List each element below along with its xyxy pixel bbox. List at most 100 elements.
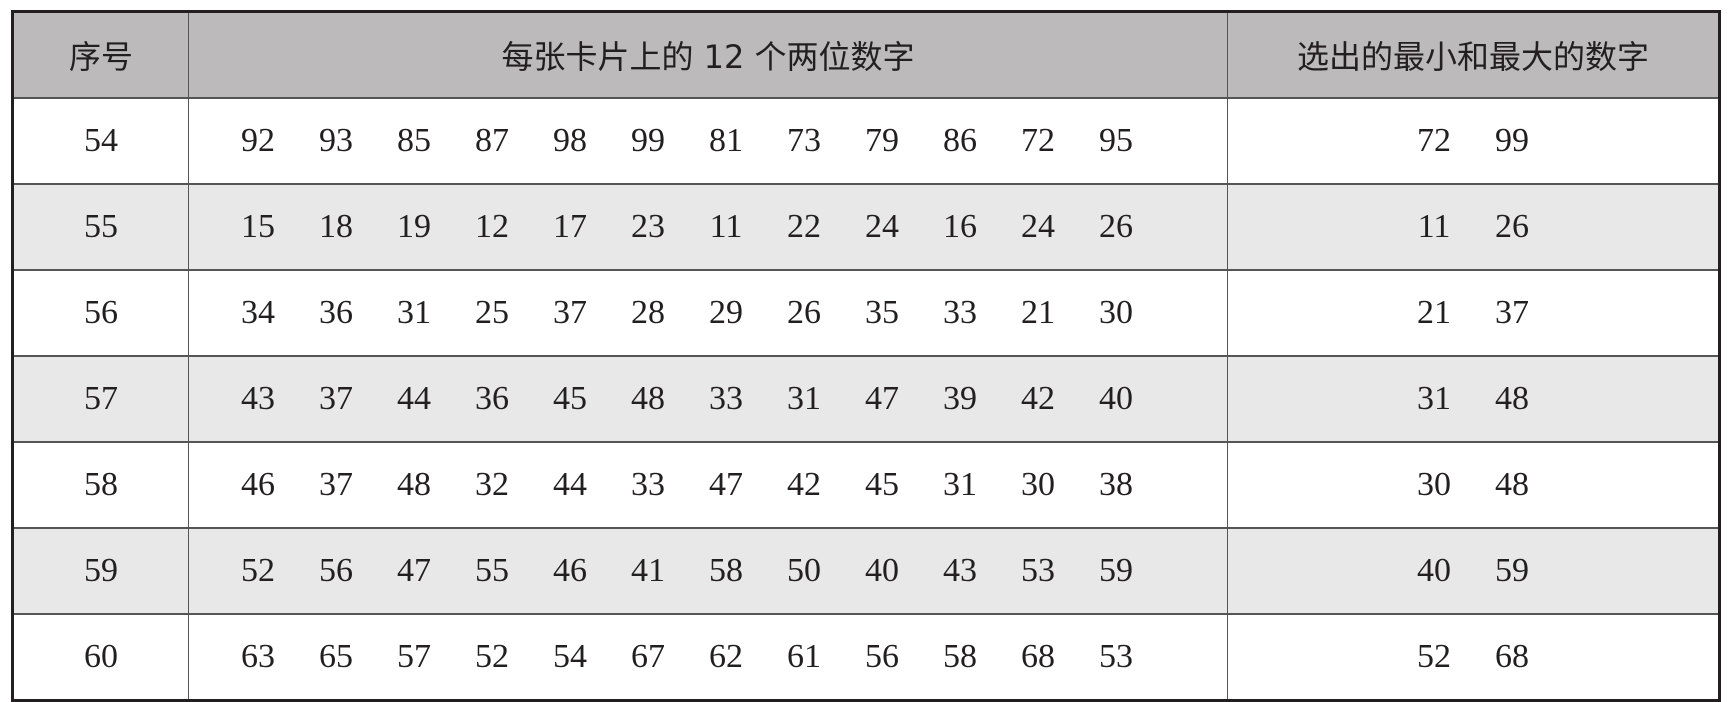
card-number: 44 — [553, 466, 587, 503]
card-number: 45 — [865, 466, 899, 503]
card-number: 33 — [709, 380, 743, 417]
min-number: 52 — [1417, 638, 1451, 675]
card-number: 37 — [319, 380, 353, 417]
header-row: 序号 每张卡片上的 12 个两位数字 选出的最小和最大的数字 — [11, 10, 1721, 99]
card-number: 29 — [709, 294, 743, 331]
card-number: 40 — [1099, 380, 1133, 417]
card-number: 47 — [397, 552, 431, 589]
card-number: 32 — [475, 466, 509, 503]
card-number: 63 — [241, 638, 275, 675]
card-numbers: 34 36 31 25 37 28 29 26 35 33 21 30 — [188, 270, 1228, 357]
card-number: 12 — [475, 208, 509, 245]
table-row: 58 46 37 48 32 44 33 47 42 45 31 30 38 30 48 — [11, 442, 1721, 529]
card-number: 47 — [865, 380, 899, 417]
card-number: 31 — [943, 466, 977, 503]
min-number: 11 — [1417, 208, 1451, 245]
row-index: 58 — [11, 442, 189, 529]
card-number: 28 — [631, 294, 665, 331]
row-index: 57 — [11, 356, 189, 443]
header-minmax: 选出的最小和最大的数字 — [1227, 10, 1721, 99]
card-number: 16 — [943, 208, 977, 245]
card-number: 25 — [475, 294, 509, 331]
max-number: 99 — [1495, 122, 1529, 159]
card-number: 31 — [397, 294, 431, 331]
card-number: 61 — [787, 638, 821, 675]
card-number: 34 — [241, 294, 275, 331]
table-row: 56 34 36 31 25 37 28 29 26 35 33 21 30 21 37 — [11, 270, 1721, 357]
card-number: 53 — [1099, 638, 1133, 675]
card-number: 56 — [865, 638, 899, 675]
card-number: 52 — [475, 638, 509, 675]
min-max: 52 68 — [1227, 614, 1721, 702]
card-number: 41 — [631, 552, 665, 589]
card-number: 48 — [631, 380, 665, 417]
card-number: 98 — [553, 122, 587, 159]
min-max: 21 37 — [1227, 270, 1721, 357]
min-max: 40 59 — [1227, 528, 1721, 615]
card-number: 26 — [787, 294, 821, 331]
card-number: 23 — [631, 208, 665, 245]
min-max: 30 48 — [1227, 442, 1721, 529]
row-index: 55 — [11, 184, 189, 271]
card-number: 38 — [1099, 466, 1133, 503]
card-number: 33 — [631, 466, 665, 503]
card-number: 30 — [1021, 466, 1055, 503]
card-numbers: 63 65 57 52 54 67 62 61 56 58 68 53 — [188, 614, 1228, 702]
card-number: 35 — [865, 294, 899, 331]
card-number: 17 — [553, 208, 587, 245]
card-number: 54 — [553, 638, 587, 675]
row-index: 56 — [11, 270, 189, 357]
card-number: 58 — [709, 552, 743, 589]
min-number: 40 — [1417, 552, 1451, 589]
card-numbers: 15 18 19 12 17 23 11 22 24 16 24 26 — [188, 184, 1228, 271]
header-numbers: 每张卡片上的 12 个两位数字 — [188, 10, 1228, 99]
card-numbers: 46 37 48 32 44 33 47 42 45 31 30 38 — [188, 442, 1228, 529]
card-number: 72 — [1021, 122, 1055, 159]
card-number: 45 — [553, 380, 587, 417]
card-number: 18 — [319, 208, 353, 245]
max-number: 68 — [1495, 638, 1529, 675]
row-index: 54 — [11, 98, 189, 185]
max-number: 59 — [1495, 552, 1529, 589]
card-number: 26 — [1099, 208, 1133, 245]
card-number: 56 — [319, 552, 353, 589]
card-number: 68 — [1021, 638, 1055, 675]
card-number: 22 — [787, 208, 821, 245]
card-number: 87 — [475, 122, 509, 159]
table-row: 54 92 93 85 87 98 99 81 73 79 86 72 95 72 99 — [11, 98, 1721, 185]
card-number: 21 — [1021, 294, 1055, 331]
min-number: 21 — [1417, 294, 1451, 331]
header-index: 序号 — [11, 10, 189, 99]
card-number: 42 — [787, 466, 821, 503]
card-number: 19 — [397, 208, 431, 245]
card-number: 46 — [241, 466, 275, 503]
table-row: 59 52 56 47 55 46 41 58 50 40 43 53 59 40 59 — [11, 528, 1721, 615]
card-number: 40 — [865, 552, 899, 589]
card-number: 81 — [709, 122, 743, 159]
card-number: 92 — [241, 122, 275, 159]
card-number: 37 — [319, 466, 353, 503]
max-number: 37 — [1495, 294, 1529, 331]
card-number: 42 — [1021, 380, 1055, 417]
card-numbers: 92 93 85 87 98 99 81 73 79 86 72 95 — [188, 98, 1228, 185]
card-number: 36 — [319, 294, 353, 331]
table-row: 55 15 18 19 12 17 23 11 22 24 16 24 26 11 26 — [11, 184, 1721, 271]
card-number: 67 — [631, 638, 665, 675]
row-index: 59 — [11, 528, 189, 615]
card-number: 46 — [553, 552, 587, 589]
card-number: 33 — [943, 294, 977, 331]
min-max: 31 48 — [1227, 356, 1721, 443]
min-max: 72 99 — [1227, 98, 1721, 185]
card-number: 30 — [1099, 294, 1133, 331]
card-number: 50 — [787, 552, 821, 589]
max-number: 48 — [1495, 466, 1529, 503]
card-number: 73 — [787, 122, 821, 159]
card-numbers: 43 37 44 36 45 48 33 31 47 39 42 40 — [188, 356, 1228, 443]
card-number: 55 — [475, 552, 509, 589]
card-number: 37 — [553, 294, 587, 331]
min-number: 72 — [1417, 122, 1451, 159]
card-number: 99 — [631, 122, 665, 159]
table-row: 60 63 65 57 52 54 67 62 61 56 58 68 53 52 68 — [11, 614, 1721, 702]
card-number: 47 — [709, 466, 743, 503]
card-number: 95 — [1099, 122, 1133, 159]
